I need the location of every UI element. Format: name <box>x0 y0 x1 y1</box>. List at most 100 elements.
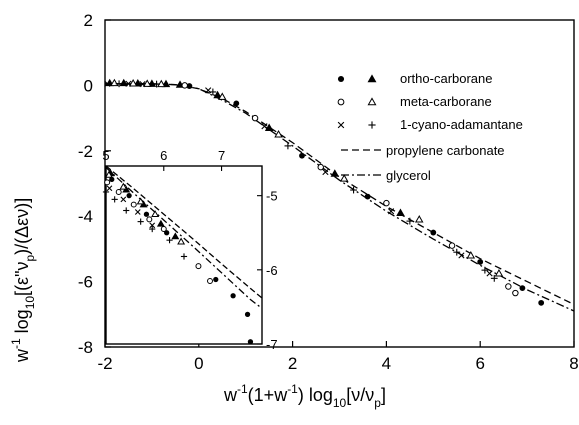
legend-marker-filled-circle <box>337 75 345 83</box>
legend: ortho-carborane meta-carborane 1-cyano-ada… <box>337 71 523 183</box>
data-point-cross-x <box>261 123 268 130</box>
data-point-open-triangle <box>274 130 283 138</box>
data-point-plus <box>453 248 461 256</box>
x-tick-label: 6 <box>475 354 484 373</box>
inset-point-filled-triangle <box>171 232 180 240</box>
inset-x-tick-label: 7 <box>218 148 225 163</box>
inset-point-open-circle <box>195 263 202 270</box>
inset-point-filled-circle <box>230 293 236 299</box>
data-point-plus <box>481 266 489 274</box>
data-point-filled-triangle <box>213 90 222 99</box>
data-point-open-circle <box>505 283 512 290</box>
data-point-filled-circle <box>364 193 371 200</box>
data-point-plus <box>209 88 217 96</box>
data-point-filled-triangle <box>330 169 340 177</box>
y-tick-label: -8 <box>78 338 93 357</box>
data-point-plus <box>115 80 123 88</box>
data-point-filled-circle <box>538 299 545 306</box>
x-tick-label: -2 <box>97 354 112 373</box>
data-point-open-circle <box>317 163 324 171</box>
inset-curve-propylene-carbonate <box>105 165 263 299</box>
data-point-cross-x <box>458 252 465 259</box>
main-points <box>104 78 545 306</box>
y-axis-title: w-1 log10[(ε"νp)/(Δεν)] <box>9 198 37 363</box>
inset-point-filled-circle <box>247 339 254 345</box>
inset-point-filled-circle <box>244 311 251 317</box>
inset-point-plus <box>137 218 144 225</box>
data-point-filled-circle <box>299 152 305 159</box>
legend-marker-cross-x <box>337 121 345 129</box>
data-point-open-circle <box>448 242 456 249</box>
data-point-filled-circle <box>233 100 240 107</box>
data-point-open-triangle <box>142 79 152 87</box>
x-axis-title: w-1(1+w-1) log10[ν/νp] <box>223 382 386 410</box>
y-tick-label: -4 <box>78 207 93 226</box>
inset-point-open-circle <box>104 179 111 186</box>
data-point-open-circle <box>383 199 390 207</box>
inset-x-tick-label: 5 <box>102 148 109 163</box>
inset-point-cross-x <box>149 222 156 229</box>
inset: 5 6 7 -5 -6 -7 <box>102 148 277 352</box>
inset-point-plus <box>102 188 110 196</box>
x-tick-label: 0 <box>194 354 203 373</box>
data-point-cross-x <box>486 270 493 277</box>
inset-x-tick-label: 6 <box>160 148 167 163</box>
inset-point-open-circle <box>115 188 122 195</box>
data-point-open-triangle <box>217 92 227 100</box>
inset-point-filled-circle <box>109 176 115 182</box>
data-point-open-circle <box>251 114 259 122</box>
inset-point-plus <box>149 225 156 233</box>
legend-label: ortho-carborane <box>400 71 493 86</box>
x-tick-label: 8 <box>569 354 578 373</box>
y-tick-label: 0 <box>84 76 93 95</box>
y-tick-label: -2 <box>78 142 93 161</box>
data-point-cross-x <box>125 80 132 87</box>
inset-point-open-triangle <box>177 237 186 245</box>
inset-point-open-triangle <box>104 170 113 178</box>
inset-point-plus <box>166 237 173 244</box>
data-point-open-triangle <box>414 215 424 223</box>
legend-marker-filled-triangle <box>367 74 377 83</box>
data-point-plus <box>153 80 160 88</box>
data-point-open-circle <box>181 82 188 89</box>
data-point-open-triangle <box>110 78 119 87</box>
inset-point-open-triangle <box>119 182 128 190</box>
inset-point-cross-x <box>106 185 113 192</box>
inset-point-open-circle <box>207 277 213 284</box>
legend-marker-open-triangle <box>367 97 377 106</box>
data-point-cross-x <box>322 168 329 176</box>
data-point-filled-triangle <box>119 78 129 87</box>
data-point-plus <box>406 217 414 225</box>
data-point-filled-circle <box>186 83 193 89</box>
data-point-open-triangle <box>494 269 504 277</box>
inset-point-filled-circle <box>213 276 219 283</box>
data-point-filled-circle <box>430 229 437 236</box>
data-point-plus <box>350 186 357 194</box>
data-point-open-triangle <box>466 251 476 259</box>
data-point-filled-circle <box>519 285 526 292</box>
legend-label: glycerol <box>386 168 431 183</box>
inset-y-tick-label: -6 <box>266 263 278 278</box>
data-point-filled-triangle <box>396 208 405 216</box>
legend-label: meta-carborane <box>400 94 492 109</box>
inset-point-open-triangle <box>151 210 160 218</box>
data-point-cross-x <box>387 208 395 215</box>
inset-point-open-circle <box>146 216 153 223</box>
inset-point-plus <box>111 196 118 203</box>
x-tick-label: 4 <box>382 354 391 373</box>
inset-y-tick-label: -5 <box>266 189 278 204</box>
inset-point-cross-x <box>120 196 127 203</box>
data-point-filled-circle <box>477 259 484 265</box>
main-curves <box>105 83 575 312</box>
inset-point-open-circle <box>160 226 167 233</box>
data-point-open-triangle <box>128 79 138 87</box>
data-point-open-circle <box>512 289 519 297</box>
data-point-plus <box>284 142 292 150</box>
data-point-cross-x <box>139 80 146 88</box>
data-point-filled-triangle <box>264 123 274 131</box>
data-point-plus <box>490 274 498 282</box>
legend-marker-plus <box>368 121 376 129</box>
legend-marker-open-circle <box>337 98 345 106</box>
inset-point-plus <box>180 253 188 260</box>
